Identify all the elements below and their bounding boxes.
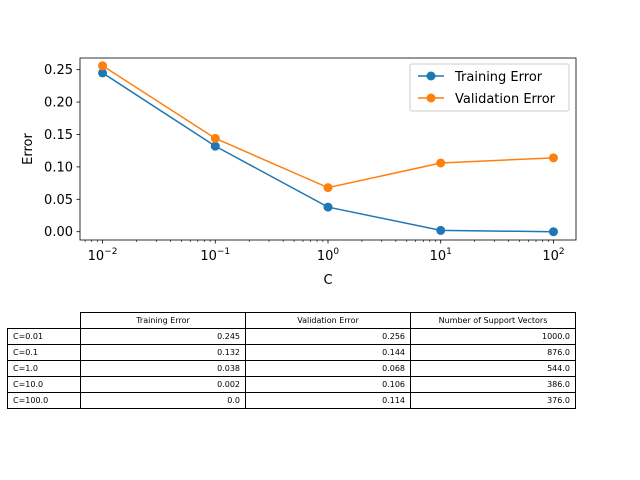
table-row: C=0.1 0.132 0.144 876.0 xyxy=(7,344,576,361)
legend-box xyxy=(409,63,570,112)
cell-support-vectors: 1000.0 xyxy=(410,328,576,345)
header-support-vectors: Number of Support Vectors xyxy=(410,312,576,329)
table-row: C=0.01 0.245 0.256 1000.0 xyxy=(7,328,576,345)
table-header-row: Training Error Validation Error Number o… xyxy=(7,312,576,329)
cell-training-error: 0.038 xyxy=(80,360,246,377)
row-label: C=1.0 xyxy=(7,360,81,377)
y-tick-label: 0.25 xyxy=(44,63,73,78)
cell-training-error: 0.0 xyxy=(80,392,246,409)
x-axis-label: C xyxy=(323,273,332,288)
header-training-error: Training Error xyxy=(80,312,246,329)
data-point xyxy=(98,68,108,78)
cell-support-vectors: 876.0 xyxy=(410,344,576,361)
cell-support-vectors: 386.0 xyxy=(410,376,576,393)
x-tick-label: 101 xyxy=(430,247,452,264)
legend-label-training: Training Error xyxy=(454,70,543,85)
data-point xyxy=(548,227,558,237)
cell-support-vectors: 376.0 xyxy=(410,392,576,409)
y-tick-label: 0.10 xyxy=(44,160,73,175)
data-point xyxy=(548,153,558,163)
results-table: Training Error Validation Error Number o… xyxy=(7,312,576,409)
table-row: C=10.0 0.002 0.106 386.0 xyxy=(7,376,576,393)
data-point xyxy=(323,183,333,193)
row-label: C=0.1 xyxy=(7,344,81,361)
legend-marker-training xyxy=(426,71,436,81)
header-validation-error: Validation Error xyxy=(245,312,411,329)
y-tick-label: 0.15 xyxy=(44,128,73,143)
x-tick-label: 100 xyxy=(317,247,340,264)
legend-label-validation: Validation Error xyxy=(455,92,556,107)
y-tick-label: 0.05 xyxy=(44,193,73,208)
cell-validation-error: 0.068 xyxy=(245,360,411,377)
cell-validation-error: 0.144 xyxy=(245,344,411,361)
row-label: C=10.0 xyxy=(7,376,81,393)
legend-marker-validation xyxy=(426,93,436,103)
data-point xyxy=(323,202,333,212)
data-point xyxy=(436,225,446,235)
error-vs-c-chart: 0.00 0.05 0.10 0.15 0.20 0.25 10−2 10−1 100 101 10… xyxy=(21,57,577,288)
legend: Training Error Validation Error xyxy=(409,63,570,112)
data-point xyxy=(210,141,220,151)
y-tick-label: 0.20 xyxy=(44,96,73,111)
y-axis-label: Error xyxy=(21,133,36,165)
cell-training-error: 0.132 xyxy=(80,344,246,361)
cell-validation-error: 0.256 xyxy=(245,328,411,345)
cell-validation-error: 0.114 xyxy=(245,392,411,409)
data-point xyxy=(436,158,446,168)
x-tick-label: 10−1 xyxy=(200,247,230,264)
cell-support-vectors: 544.0 xyxy=(410,360,576,377)
y-tick-label: 0.00 xyxy=(44,225,73,240)
x-tick-label: 102 xyxy=(542,247,564,264)
data-point xyxy=(98,61,108,71)
table-row: C=1.0 0.038 0.068 544.0 xyxy=(7,360,576,377)
table-corner xyxy=(7,312,81,329)
table-row: C=100.0 0.0 0.114 376.0 xyxy=(7,392,576,409)
x-tick-label: 10−2 xyxy=(88,247,118,264)
cell-training-error: 0.002 xyxy=(80,376,246,393)
cell-training-error: 0.245 xyxy=(80,328,246,345)
cell-validation-error: 0.106 xyxy=(245,376,411,393)
data-point xyxy=(210,133,220,143)
row-label: C=0.01 xyxy=(7,328,81,345)
row-label: C=100.0 xyxy=(7,392,81,409)
